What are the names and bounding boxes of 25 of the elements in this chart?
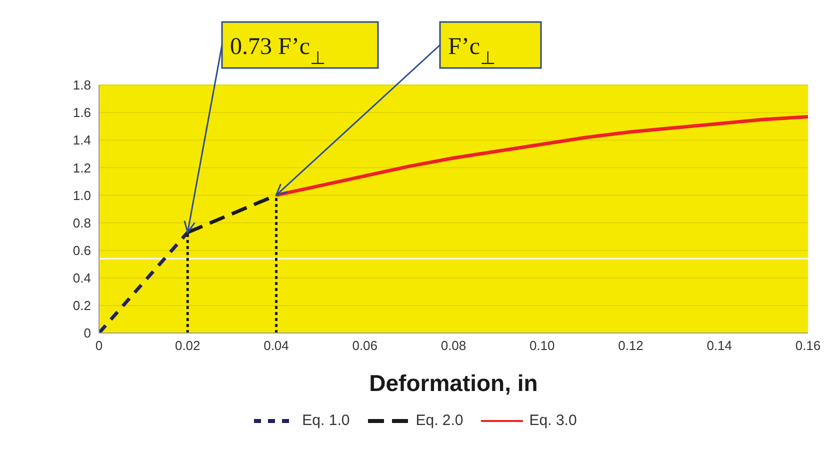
y-tick-label: 0.2 xyxy=(72,298,91,314)
x-tick-label: 0.16 xyxy=(795,338,821,354)
x-tick-label: 0 xyxy=(95,338,103,354)
x-tick-label: 0.10 xyxy=(529,338,555,354)
x-axis-title: Deformation, in xyxy=(369,370,538,396)
y-tick-label: 1.6 xyxy=(72,105,91,120)
y-tick-label: 1.0 xyxy=(72,188,91,203)
y-tick-label: 0.4 xyxy=(72,270,91,286)
y-tick-label: 0 xyxy=(84,326,91,341)
legend-label: Eq. 1.0 xyxy=(302,412,350,429)
y-tick-label: 1.8 xyxy=(72,78,91,93)
y-tick-label: 1.4 xyxy=(72,132,91,148)
x-tick-label: 0.12 xyxy=(618,338,644,354)
x-tick-label: 0.02 xyxy=(174,338,200,354)
legend-label: Eq. 2.0 xyxy=(416,412,464,429)
legend-label: Eq. 3.0 xyxy=(529,412,577,429)
y-tick-label: 0.6 xyxy=(72,242,91,258)
x-tick-label: 0.06 xyxy=(352,338,378,354)
y-tick-label: 0.8 xyxy=(72,215,91,230)
y-tick-label: 1.2 xyxy=(72,160,91,176)
x-tick-label: 0.08 xyxy=(440,338,466,354)
annotation: 0.73 F’c$_{⊥}$ xyxy=(230,34,326,68)
x-tick-label: 0.14 xyxy=(706,338,732,354)
annotation: F’c$_{⊥}$ xyxy=(448,34,496,68)
x-tick-label: 0.04 xyxy=(264,338,289,354)
